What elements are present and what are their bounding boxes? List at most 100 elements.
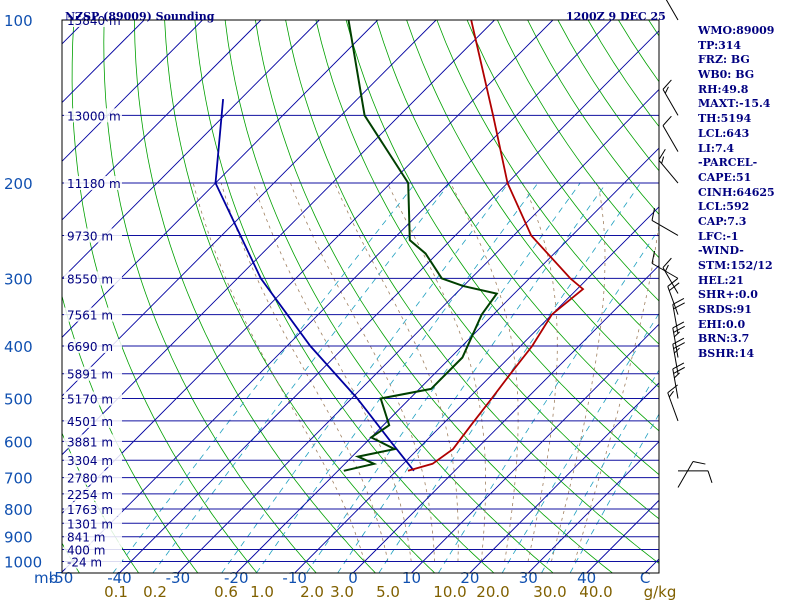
isotherm (62, 20, 495, 456)
dry-adiabat (285, 20, 659, 565)
dry-adiabat (0, 20, 20, 573)
dry-adiabat (194, 20, 495, 573)
mixing-ratio-label: 3.0 (330, 583, 354, 600)
pressure-label: 700 (4, 470, 33, 488)
info-line: TH:5194 (698, 112, 752, 126)
isotherm (62, 20, 320, 280)
isotherm (411, 323, 659, 573)
wind-barb-flag (662, 79, 672, 90)
info-line: LCL:643 (698, 126, 750, 140)
info-line: LCL:592 (698, 200, 750, 214)
wind-barb-flag (667, 384, 678, 394)
info-line: SRDS:91 (698, 303, 752, 317)
moist-adiabat (252, 182, 412, 562)
dry-adiabat (224, 20, 554, 573)
height-label-background (64, 453, 122, 468)
mixing-ratio-label: 40.0 (579, 583, 612, 600)
height-label-background (64, 502, 122, 517)
wind-barb-flag (673, 366, 685, 374)
height-label-background (64, 554, 122, 569)
info-line: HEL:21 (698, 273, 744, 287)
pressure-label: 500 (4, 391, 33, 409)
info-line: -PARCEL- (698, 156, 758, 170)
dry-adiabat (71, 20, 258, 573)
height-label-background (64, 108, 122, 123)
wind-barb-staff (667, 286, 679, 315)
height-label-background (64, 470, 122, 485)
wind-barbs (651, 0, 713, 488)
info-line: WMO:89009 (698, 24, 775, 37)
wind-barb-flag (673, 325, 685, 333)
height-label: 400 m (67, 543, 105, 557)
temperature-label: 0 (348, 569, 358, 587)
mixing-ratio-label: 2.0 (300, 583, 324, 600)
isotherm (294, 206, 659, 573)
wind-barb-flag (674, 372, 680, 379)
wind-barb-flag (667, 278, 678, 287)
info-line: BRN:3.7 (698, 332, 750, 346)
height-label: 1763 m (67, 503, 113, 517)
mixing-ratio-label: 10.0 (433, 583, 466, 600)
height-label-background (64, 542, 122, 557)
wind-barb-flag (658, 148, 666, 161)
height-label: 5170 m (67, 393, 113, 407)
height-label: 2780 m (67, 472, 113, 486)
wind-barb-staff (662, 125, 679, 152)
pressure-label: 800 (4, 501, 33, 519)
temperature-trace (407, 20, 585, 472)
height-label-background (64, 176, 122, 191)
dry-adiabat (164, 20, 435, 573)
mixing-ratio-label: 0.6 (214, 583, 238, 600)
height-label: -24 m (67, 556, 102, 570)
height-label: 4501 m (67, 415, 113, 429)
wind-barb-flag (673, 302, 685, 310)
height-label-background (64, 486, 122, 501)
height-label: 3881 m (67, 435, 113, 449)
height-label-background (64, 391, 122, 406)
wind-barb-flag (661, 156, 665, 164)
moist-adiabat (522, 182, 558, 562)
info-line: RH:49.8 (698, 82, 749, 96)
dry-adiabat (466, 20, 659, 302)
wind-barb-flag (674, 331, 680, 338)
height-label: 11180 m (67, 177, 121, 191)
wind-barb-staff (665, 0, 679, 21)
height-label-background (64, 228, 122, 243)
grid-lines (0, 20, 659, 573)
pressure-label: 300 (4, 270, 33, 288)
plot-frame (61, 19, 660, 574)
temperature-label: 10 (402, 569, 421, 587)
isotherm (62, 20, 379, 338)
info-line: SHR+:0.0 (698, 288, 758, 302)
height-label-background (64, 339, 122, 354)
height-label: 7561 m (67, 309, 113, 323)
pressure-label: 400 (4, 338, 33, 356)
info-line: LFC:-1 (698, 229, 739, 243)
wind-barb-flag (668, 282, 680, 292)
isotherm (527, 440, 659, 573)
isotherm (469, 382, 659, 573)
height-label-background (64, 434, 122, 449)
wind-barb-staff (672, 344, 679, 374)
height-label-background (64, 271, 122, 286)
height-label: 9730 m (67, 229, 113, 243)
info-line: MAXT:-15.4 (698, 97, 771, 111)
height-label: 1301 m (67, 517, 113, 531)
height-label-background (64, 413, 122, 428)
mixing-ratio-label: 1.0 (250, 583, 274, 600)
dry-adiabat (406, 20, 659, 388)
isotherm (0, 20, 27, 573)
wind-barb-staff (672, 368, 679, 399)
dewpoint-trace (343, 20, 499, 472)
wind-barb-staff (662, 89, 679, 116)
sounding-indices-panel: WMO:89009 TP:314 FRZ: BG WB0: BG RH:49.8 MAXT… (698, 24, 798, 362)
info-line: LI:7.4 (698, 141, 735, 155)
mixing-ratio-line (337, 182, 607, 573)
height-label: 2254 m (67, 488, 113, 502)
wind-barb-flag (692, 461, 706, 465)
pressure-label: 900 (4, 529, 33, 547)
pressure-label: 100 (4, 12, 33, 30)
info-line: CAPE:51 (698, 170, 752, 184)
wind-barb-staff (662, 267, 679, 294)
mixing-ratio-line (569, 413, 659, 573)
